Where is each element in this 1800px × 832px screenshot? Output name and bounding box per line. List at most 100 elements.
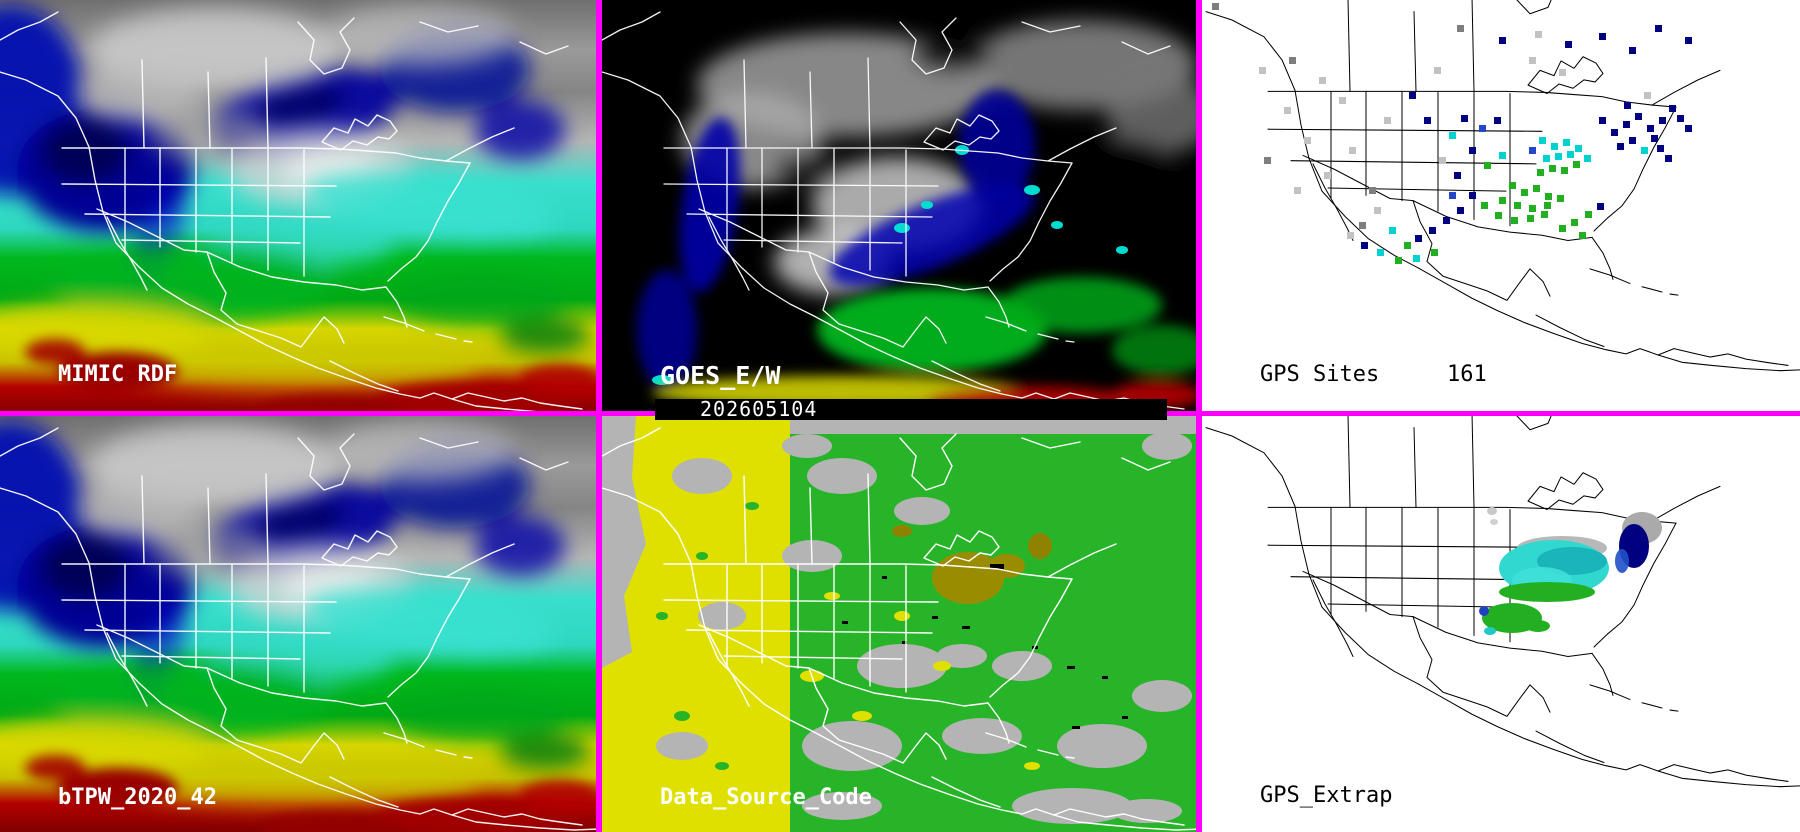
- gps-site-marker: [1454, 172, 1461, 179]
- gps-extrap-patch: [1487, 507, 1497, 515]
- goes-ew-map: GOES_E/W: [602, 0, 1202, 416]
- gps-extrap-patch: [1537, 547, 1607, 575]
- gps-site-marker: [1541, 211, 1548, 218]
- gps-site-marker: [1599, 117, 1606, 124]
- gps-site-marker: [1651, 135, 1658, 142]
- gps-site-marker: [1434, 67, 1441, 74]
- mimic-rdf-map: MIMIC RDF: [0, 0, 600, 416]
- gps-site-marker: [1484, 162, 1491, 169]
- goes-ew-label: GOES_E/W: [660, 361, 781, 390]
- gps-site-marker: [1544, 202, 1551, 209]
- panel-gps-sites: GPS Sites 161: [1202, 0, 1800, 416]
- timestamp-bar: 202605104: [655, 399, 1167, 420]
- gps-site-marker: [1409, 92, 1416, 99]
- gps-site-marker: [1647, 125, 1654, 132]
- gps-site-marker: [1424, 117, 1431, 124]
- gps-site-marker: [1294, 187, 1301, 194]
- gps-site-marker: [1644, 92, 1651, 99]
- panel-gps-extrap: GPS_Extrap: [1202, 416, 1800, 832]
- gps-site-marker: [1655, 25, 1662, 32]
- gps-site-marker: [1599, 33, 1606, 40]
- gps-site-marker: [1641, 147, 1648, 154]
- gps-sites-label: GPS Sites 161: [1260, 362, 1487, 387]
- gps-site-marker: [1545, 193, 1552, 200]
- gps-site-marker: [1415, 235, 1422, 242]
- gps-site-marker: [1429, 227, 1436, 234]
- gps-site-marker: [1431, 249, 1438, 256]
- gps-site-marker: [1469, 192, 1476, 199]
- gps-site-marker: [1565, 41, 1572, 48]
- gps-site-marker: [1389, 227, 1396, 234]
- gps-site-marker: [1514, 202, 1521, 209]
- gps-site-marker: [1395, 257, 1402, 264]
- gps-site-marker: [1461, 115, 1468, 122]
- gps-extrap-patch: [1526, 620, 1550, 632]
- gps-site-marker: [1657, 145, 1664, 152]
- gps-site-marker: [1597, 203, 1604, 210]
- gps-site-marker: [1529, 205, 1536, 212]
- gps-site-marker: [1584, 155, 1591, 162]
- gps-site-marker: [1499, 37, 1506, 44]
- gps-site-marker: [1533, 185, 1540, 192]
- gps-extrap-patch: [1484, 627, 1496, 635]
- gps-site-marker: [1457, 207, 1464, 214]
- gps-site-marker: [1259, 67, 1266, 74]
- panel-goes-ew: GOES_E/W: [602, 0, 1202, 416]
- gps-site-marker: [1264, 157, 1271, 164]
- gps-extrap-patch: [1499, 582, 1595, 602]
- gps-sites-count: 161: [1447, 362, 1487, 387]
- gps-site-marker: [1384, 117, 1391, 124]
- gps-site-marker: [1561, 167, 1568, 174]
- gps-site-marker: [1481, 202, 1488, 209]
- gps-site-marker: [1585, 211, 1592, 218]
- gps-site-marker: [1324, 172, 1331, 179]
- divider-vertical-left: [596, 0, 602, 832]
- gps-site-marker: [1571, 219, 1578, 226]
- gps-site-marker: [1559, 225, 1566, 232]
- gps-site-marker: [1289, 57, 1296, 64]
- gps-site-marker: [1629, 47, 1636, 54]
- gps-site-marker: [1449, 132, 1456, 139]
- gps-site-marker: [1551, 143, 1558, 150]
- gps-site-marker: [1439, 157, 1446, 164]
- gps-site-marker: [1499, 152, 1506, 159]
- gps-extrap-map: GPS_Extrap: [1202, 416, 1800, 832]
- gps-site-marker: [1611, 129, 1618, 136]
- gps-site-marker: [1469, 147, 1476, 154]
- panel-mimic-rdf: MIMIC RDF: [0, 0, 600, 416]
- gps-site-marker: [1579, 232, 1586, 239]
- gps-site-marker: [1539, 137, 1546, 144]
- gps-site-marker: [1685, 37, 1692, 44]
- gps-extrap-label: GPS_Extrap: [1260, 783, 1392, 808]
- gps-site-marker: [1559, 69, 1566, 76]
- gps-site-marker: [1635, 113, 1642, 120]
- gps-site-marker: [1529, 147, 1536, 154]
- gps-site-marker: [1404, 242, 1411, 249]
- gps-site-marker: [1443, 217, 1450, 224]
- gps-site-marker: [1494, 117, 1501, 124]
- gps-extrap-patch: [1479, 606, 1489, 616]
- gps-sites-markers: [1212, 3, 1692, 264]
- gps-site-marker: [1521, 189, 1528, 196]
- btpw-map: bTPW_2020_42: [0, 416, 600, 832]
- gps-extrap-patches: [1479, 507, 1662, 635]
- gps-site-marker: [1479, 125, 1486, 132]
- gps-site-marker: [1563, 139, 1570, 146]
- gps-site-marker: [1361, 242, 1368, 249]
- gps-site-marker: [1413, 255, 1420, 262]
- gps-site-marker: [1449, 192, 1456, 199]
- gps-site-marker: [1555, 153, 1562, 160]
- gps-site-marker: [1549, 165, 1556, 172]
- gps-site-marker: [1617, 143, 1624, 150]
- gps-site-marker: [1669, 105, 1676, 112]
- gps-site-marker: [1347, 232, 1354, 239]
- gps-site-marker: [1677, 115, 1684, 122]
- gps-site-marker: [1457, 25, 1464, 32]
- gps-site-marker: [1629, 137, 1636, 144]
- btpw-label: bTPW_2020_42: [58, 785, 217, 810]
- gps-site-marker: [1573, 161, 1580, 168]
- gps-site-marker: [1537, 169, 1544, 176]
- gps-site-marker: [1499, 197, 1506, 204]
- divider-vertical-right: [1196, 0, 1202, 832]
